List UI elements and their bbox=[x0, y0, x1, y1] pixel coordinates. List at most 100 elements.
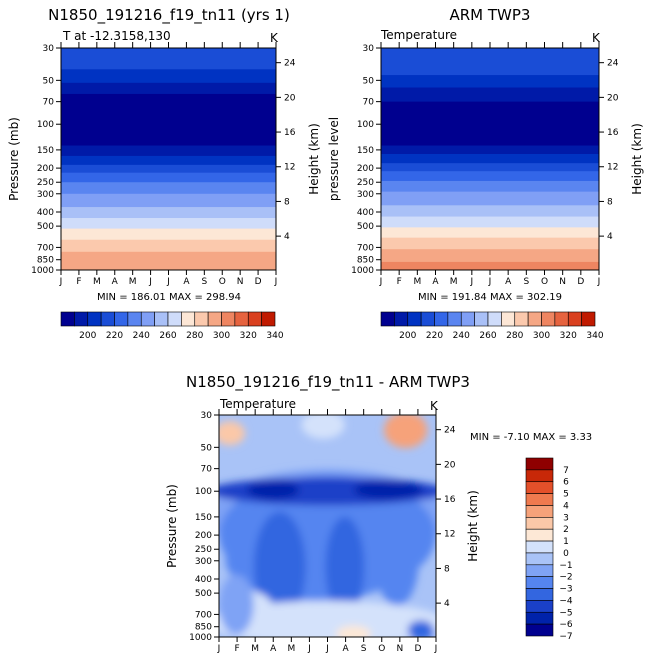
x-tick-label: J bbox=[217, 644, 221, 654]
height-tick-label: 20 bbox=[444, 460, 456, 470]
height-tick-label: 8 bbox=[284, 197, 290, 207]
difference-blob bbox=[325, 516, 365, 617]
colorbar-swatch bbox=[525, 528, 554, 542]
y-tick-label: 850 bbox=[37, 256, 54, 266]
height-tick-label: 16 bbox=[607, 128, 619, 138]
colorbar-swatch bbox=[380, 311, 395, 327]
panel1-y2label: Height (km) bbox=[307, 123, 321, 194]
colorbar-label: 6 bbox=[563, 478, 569, 488]
colorbar-swatch bbox=[527, 311, 542, 327]
x-tick-label: N bbox=[237, 277, 244, 287]
panel1-ylabel: Pressure (mb) bbox=[7, 117, 21, 201]
panel2-axes: J F M A M J J A S O N D J 30 50 70 100 150 200 250 300 400 500… bbox=[351, 42, 619, 287]
colorbar-label: −3 bbox=[559, 585, 572, 595]
colorbar-label: 320 bbox=[560, 331, 577, 341]
colorbar-label: 280 bbox=[186, 331, 203, 341]
colorbar-swatch bbox=[514, 311, 529, 327]
difference-blob bbox=[219, 421, 246, 446]
colorbar-swatch bbox=[581, 311, 596, 327]
y-tick-label: 1000 bbox=[31, 266, 54, 276]
x-tick-label: A bbox=[432, 277, 439, 287]
temperature-band bbox=[61, 164, 276, 174]
colorbar-swatch bbox=[394, 311, 409, 327]
temperature-band bbox=[381, 87, 599, 103]
panel1-stats: MIN = 186.01 MAX = 298.94 bbox=[97, 292, 241, 303]
panel3-units: K bbox=[430, 399, 439, 413]
x-tick-label: J bbox=[166, 277, 170, 287]
x-tick-label: O bbox=[378, 644, 385, 654]
temperature-band bbox=[61, 48, 276, 70]
temperature-band bbox=[61, 207, 276, 219]
y-tick-label: 400 bbox=[195, 575, 212, 585]
colorbar-label: 1 bbox=[563, 537, 569, 547]
colorbar-label: −2 bbox=[559, 573, 572, 583]
x-tick-label: A bbox=[505, 277, 512, 287]
temperature-band bbox=[381, 237, 599, 250]
x-tick-label: D bbox=[577, 277, 584, 287]
temperature-band bbox=[61, 93, 276, 147]
height-tick-label: 4 bbox=[284, 232, 290, 242]
colorbar-swatch bbox=[525, 493, 554, 506]
x-tick-label: D bbox=[414, 644, 421, 654]
height-tick-label: 16 bbox=[444, 495, 456, 505]
colorbar-swatch bbox=[525, 481, 554, 494]
y-tick-label: 150 bbox=[195, 513, 212, 523]
y-tick-label: 150 bbox=[37, 146, 54, 156]
colorbar-swatch bbox=[261, 311, 276, 327]
colorbar-label: 240 bbox=[133, 331, 150, 341]
y-tick-label: 250 bbox=[37, 178, 54, 188]
panel2-colorbar: 200 220 240 260 280 300 320 340 bbox=[380, 311, 604, 341]
x-tick-label: J bbox=[148, 277, 152, 287]
colorbar-swatch bbox=[407, 311, 422, 327]
colorbar-label: 2 bbox=[563, 525, 569, 535]
colorbar-swatch bbox=[60, 311, 75, 327]
y-tick-label: 500 bbox=[357, 222, 374, 232]
colorbar-swatch bbox=[447, 311, 462, 327]
colorbar-swatch bbox=[474, 311, 489, 327]
panel2-ylabel: pressure level bbox=[327, 117, 341, 201]
temperature-band bbox=[61, 228, 276, 241]
colorbar-swatch bbox=[87, 311, 102, 327]
colorbar-label: 4 bbox=[563, 501, 569, 511]
temperature-band bbox=[381, 153, 599, 164]
colorbar-label: 0 bbox=[563, 549, 569, 559]
colorbar-swatch bbox=[140, 311, 155, 327]
colorbar-swatch bbox=[525, 552, 554, 566]
colorbar-label: −1 bbox=[559, 561, 572, 571]
y-tick-label: 250 bbox=[195, 545, 212, 555]
panel1-units: K bbox=[270, 31, 279, 45]
y-tick-label: 150 bbox=[357, 146, 374, 156]
colorbar-label: 340 bbox=[586, 331, 603, 341]
temperature-band bbox=[61, 145, 276, 157]
height-tick-label: 8 bbox=[444, 564, 450, 574]
x-tick-label: A bbox=[112, 277, 119, 287]
temperature-band bbox=[381, 171, 599, 182]
x-tick-label: F bbox=[397, 277, 402, 287]
panel3-title: N1850_191216_f19_tn11 - ARM TWP3 bbox=[186, 373, 470, 392]
temperature-band bbox=[61, 193, 276, 208]
y-tick-label: 30 bbox=[201, 411, 213, 421]
colorbar-label: 7 bbox=[563, 466, 569, 476]
temperature-band bbox=[381, 163, 599, 172]
y-tick-label: 700 bbox=[357, 243, 374, 253]
difference-blob bbox=[219, 574, 254, 635]
y-tick-label: 1000 bbox=[351, 266, 374, 276]
panel1-colorbar: 200 220 240 260 280 300 320 340 bbox=[60, 311, 284, 341]
temperature-band bbox=[381, 227, 599, 239]
colorbar-swatch bbox=[434, 311, 449, 327]
y-tick-label: 300 bbox=[37, 190, 54, 200]
panel3-difference-field bbox=[219, 415, 436, 637]
colorbar-swatch bbox=[525, 600, 554, 613]
panel3-axes: J F M A M J J A S O N D J305070100150200250300400500… bbox=[189, 409, 456, 654]
panel3-ylabel: Pressure (mb) bbox=[165, 484, 179, 568]
y-tick-label: 100 bbox=[37, 120, 54, 130]
y-tick-label: 70 bbox=[201, 465, 213, 475]
temperature-band bbox=[381, 48, 599, 76]
height-tick-label: 12 bbox=[607, 163, 618, 173]
x-tick-label: M bbox=[413, 277, 421, 287]
height-tick-label: 12 bbox=[284, 163, 295, 173]
temperature-band bbox=[381, 205, 599, 218]
difference-blob bbox=[407, 620, 434, 637]
colorbar-label: 340 bbox=[266, 331, 283, 341]
